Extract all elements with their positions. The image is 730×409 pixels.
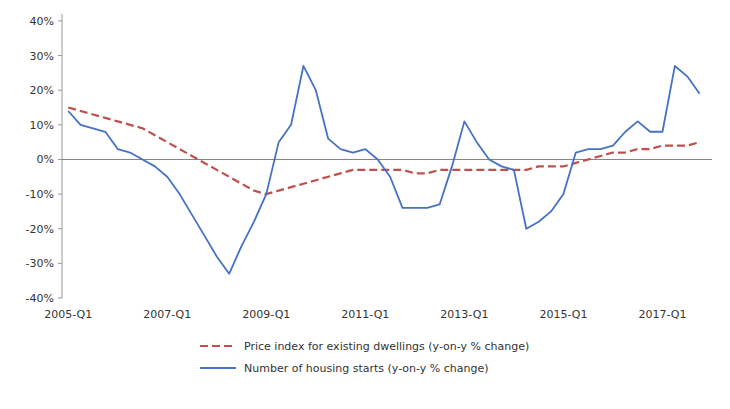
y-tick-label: -20% — [26, 223, 54, 236]
y-tick — [58, 20, 62, 21]
x-tick-label: 2009-Q1 — [242, 308, 290, 321]
legend-swatch — [200, 367, 236, 369]
y-tick-label: 30% — [30, 50, 54, 63]
y-tick — [58, 298, 62, 299]
y-tick — [58, 159, 62, 160]
y-tick — [58, 263, 62, 264]
x-tick-label: 2005-Q1 — [44, 308, 92, 321]
y-tick — [58, 55, 62, 56]
series-line — [68, 66, 699, 274]
y-axis-line — [62, 14, 63, 298]
y-tick — [58, 90, 62, 91]
y-tick-label: 20% — [30, 84, 54, 97]
plot-area — [68, 66, 699, 274]
y-tick — [58, 194, 62, 195]
y-tick-label: -30% — [26, 257, 54, 270]
legend-label: Number of housing starts (y-on-y % chang… — [244, 362, 489, 375]
x-tick-label: 2015-Q1 — [539, 308, 587, 321]
legend-swatch — [200, 345, 236, 347]
y-tick-label: -10% — [26, 188, 54, 201]
x-tick-label: 2013-Q1 — [440, 308, 488, 321]
zero-line — [62, 159, 712, 160]
x-tick-label: 2017-Q1 — [638, 308, 686, 321]
y-tick-label: -40% — [26, 292, 54, 305]
legend-label: Price index for existing dwellings (y-on… — [244, 340, 529, 353]
y-tick-label: 10% — [30, 119, 54, 132]
y-tick-label: 0% — [37, 153, 54, 166]
y-tick-label: 40% — [30, 15, 54, 28]
y-tick — [58, 228, 62, 229]
legend: Price index for existing dwellings (y-on… — [200, 340, 529, 375]
chart: -40% -30% -20% -10% 0% 10% 20% 30% 40% 2005-Q1 200… — [0, 0, 730, 409]
series-line — [68, 108, 699, 195]
x-tick-label: 2007-Q1 — [143, 308, 191, 321]
y-tick — [58, 124, 62, 125]
x-tick-label: 2011-Q1 — [341, 308, 389, 321]
